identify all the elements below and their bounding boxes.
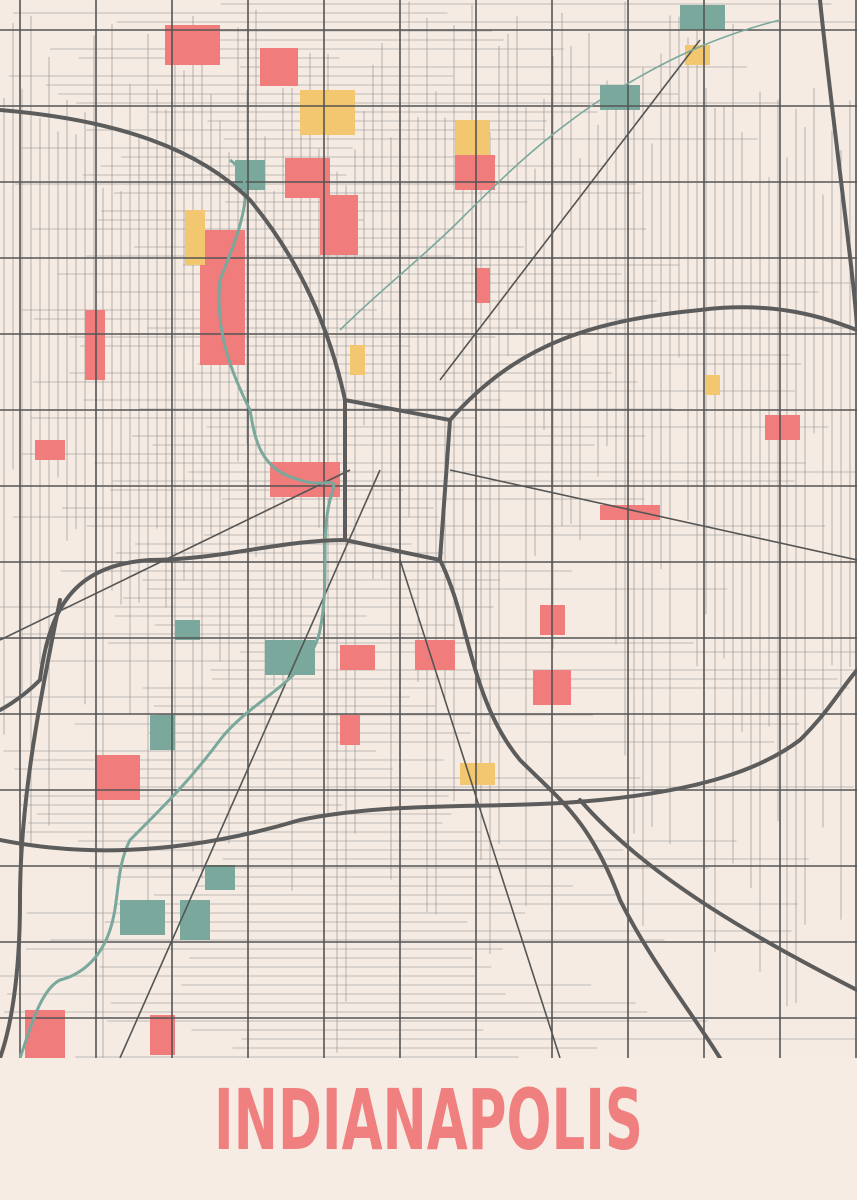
park-area xyxy=(85,310,105,380)
white-river xyxy=(18,158,336,1058)
park-area xyxy=(165,25,220,65)
commercial-area xyxy=(705,375,720,395)
map-background xyxy=(0,0,857,1058)
poster-title: INDIANAPOLIS xyxy=(214,1071,643,1169)
park-area xyxy=(285,158,330,198)
water-body xyxy=(235,160,265,190)
park-area xyxy=(475,268,490,303)
park-area xyxy=(200,230,245,365)
park-area xyxy=(320,195,358,255)
water-body xyxy=(175,620,200,640)
city-name: INDIANAPOLIS xyxy=(214,1071,643,1169)
diagonal-street xyxy=(439,39,701,381)
highway-i70-west xyxy=(0,538,347,712)
highway-i65-north xyxy=(0,108,347,402)
park-area xyxy=(600,505,660,520)
park-area xyxy=(340,645,375,670)
water-body xyxy=(150,715,175,750)
park-area xyxy=(95,755,140,800)
park-area xyxy=(260,48,298,86)
highway-i65-south xyxy=(438,558,722,1058)
commercial-area xyxy=(300,90,355,135)
park-area xyxy=(340,715,360,745)
diagonal-street xyxy=(119,469,381,1058)
highway-west-ring xyxy=(0,598,62,1058)
water-body xyxy=(180,900,210,940)
diagonal-street xyxy=(399,559,561,1058)
highway-east-ring xyxy=(818,0,857,332)
park-area xyxy=(150,1015,175,1055)
city-map xyxy=(0,0,857,1058)
diagonal-street xyxy=(449,469,857,561)
commercial-area xyxy=(350,345,365,375)
commercial-area xyxy=(455,120,490,155)
water-body xyxy=(205,865,235,890)
commercial-area xyxy=(185,210,205,265)
park-area xyxy=(765,415,800,440)
commercial-area xyxy=(460,763,495,785)
highway-southeast xyxy=(578,798,857,992)
park-area xyxy=(35,440,65,460)
park-area xyxy=(455,155,495,190)
highway-south-ring xyxy=(0,668,857,853)
water-body xyxy=(120,900,165,935)
fall-creek xyxy=(339,19,781,331)
highway-i70-east xyxy=(448,305,857,422)
highways xyxy=(0,0,857,1058)
park-area xyxy=(415,640,455,670)
water-body xyxy=(680,5,725,30)
major-streets xyxy=(0,0,857,1058)
